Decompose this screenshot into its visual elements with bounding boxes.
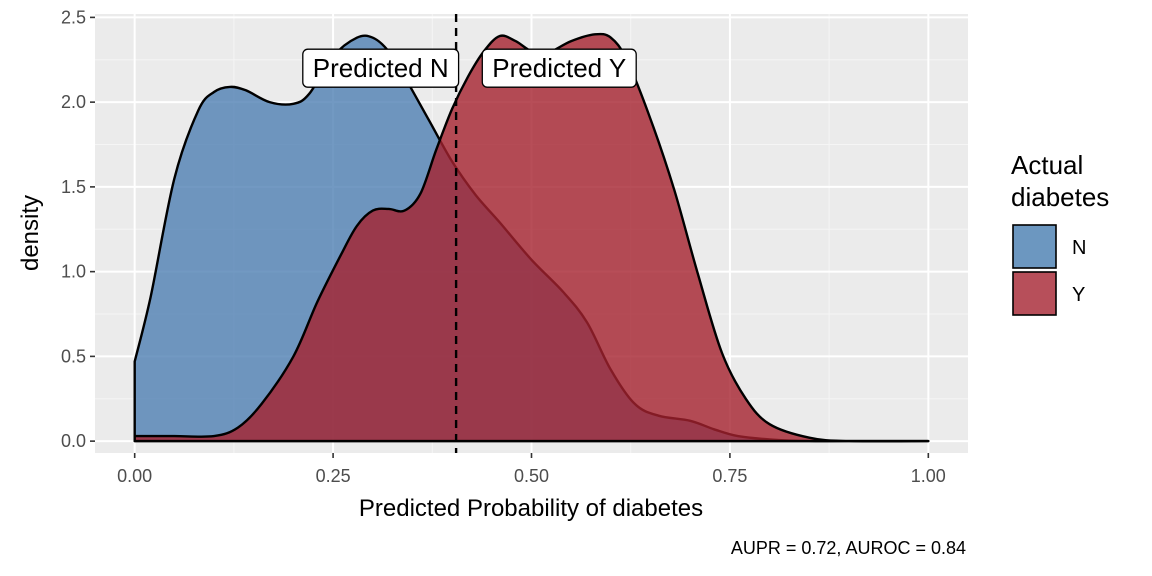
- annotation-box: [481, 48, 637, 88]
- legend-label-y: Y: [1072, 284, 1085, 306]
- x-tick-label: 0.25: [316, 466, 351, 486]
- y-tick-label: 1.0: [61, 262, 86, 282]
- density-area-y: [133, 32, 930, 443]
- y-tick-label: 2.0: [61, 92, 86, 112]
- legend-label-n: N: [1072, 237, 1086, 259]
- x-tick-label: 0.75: [712, 466, 747, 486]
- x-tick-label: 0.50: [514, 466, 549, 486]
- annotation-label: Predicted Y: [481, 48, 637, 88]
- y-tick-label: 2.5: [61, 7, 86, 27]
- legend-key-y: [1012, 271, 1057, 316]
- legend-title-line-2: diabetes: [1011, 182, 1109, 212]
- y-tick-label: 1.5: [61, 177, 86, 197]
- x-axis-title: Predicted Probability of diabetes: [359, 495, 703, 522]
- legend: Actual diabetes N Y: [1011, 150, 1109, 316]
- x-tick-label: 1.00: [911, 466, 946, 486]
- legend-title-line-1: Actual: [1011, 150, 1083, 180]
- annotation-text: Predicted N: [313, 53, 449, 83]
- y-axis-title: density: [17, 195, 44, 271]
- y-tick-label: 0.0: [61, 431, 86, 451]
- legend-key-n: [1012, 224, 1057, 269]
- annotation-box: [302, 48, 460, 88]
- annotation-label: Predicted N: [302, 48, 460, 88]
- y-axis: 0.0 0.5 1.0 1.5 2.0 2.5: [61, 7, 95, 451]
- annotation-text: Predicted Y: [492, 53, 626, 83]
- annotations: Predicted N Predicted Y: [302, 48, 637, 88]
- x-axis: 0.00 0.25 0.50 0.75 1.00: [117, 453, 946, 486]
- y-tick-label: 0.5: [61, 346, 86, 366]
- caption: AUPR = 0.72, AUROC = 0.84: [731, 538, 966, 558]
- x-tick-label: 0.00: [117, 466, 152, 486]
